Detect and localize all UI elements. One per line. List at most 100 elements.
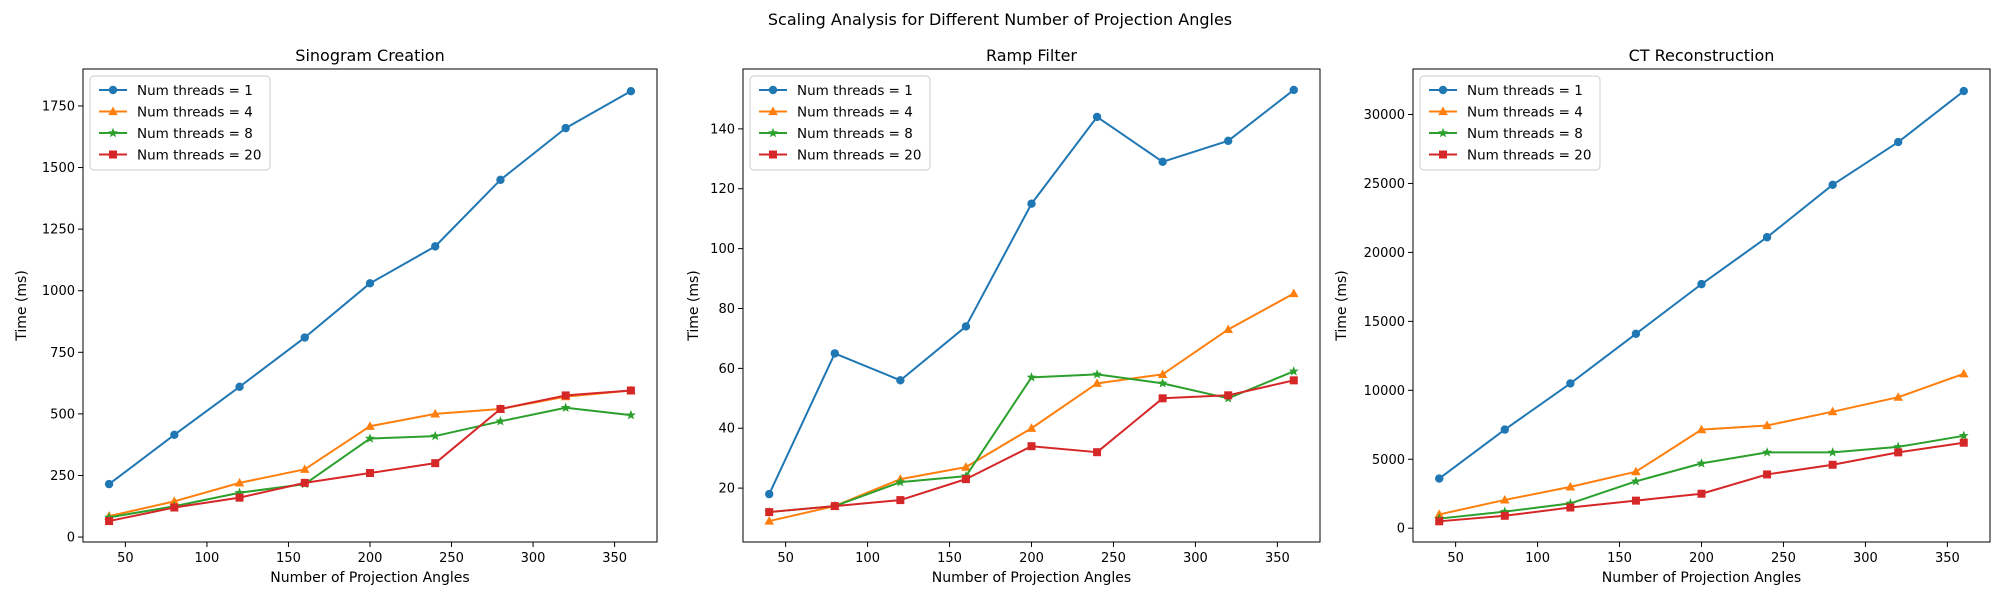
data-point [234, 487, 245, 497]
data-point [496, 175, 505, 185]
data-point [1631, 496, 1640, 505]
legend-marker [1438, 85, 1448, 95]
data-point [299, 464, 310, 473]
legend: Num threads = 1 Num threads = 4 Num thread… [749, 75, 931, 171]
y-tick-label: 60 [718, 362, 735, 377]
legend-label: Num threads = 4 [797, 105, 913, 121]
data-point [561, 391, 570, 400]
y-tick-label: 1500 [42, 161, 75, 176]
y-tick-label: 100 [710, 242, 735, 257]
data-point [1959, 438, 1968, 447]
legend-marker [1438, 106, 1448, 116]
data-point [895, 476, 906, 487]
data-point [765, 489, 774, 499]
x-tick-label: 50 [117, 551, 134, 566]
data-point [626, 386, 635, 395]
data-point [961, 475, 970, 484]
data-point [1566, 379, 1575, 388]
legend-box [89, 75, 271, 171]
series-1 [765, 85, 1298, 499]
data-point [626, 86, 636, 96]
data-point [1435, 474, 1444, 483]
x-axis-label: Number of Projection Angles [932, 570, 1131, 586]
data-point [1224, 391, 1233, 400]
chart-panel-3: CT Reconstruction 50 100 150 200 250 300 350 Num… [1334, 46, 1991, 586]
data-point [365, 433, 375, 443]
y-tick-label: 0 [1397, 522, 1405, 537]
data-point [1762, 447, 1773, 457]
data-point [830, 502, 839, 511]
legend-label: Num threads = 20 [137, 148, 261, 164]
data-point [1565, 481, 1576, 491]
legend-marker [108, 127, 118, 138]
chart-panel-2: Ramp Filter 50 100 150 200 250 300 350 Number of… [686, 46, 1321, 586]
data-point [1499, 506, 1510, 516]
data-point [1158, 157, 1167, 167]
x-tick-label: 100 [855, 551, 880, 566]
x-axis-label: Number of Projection Angles [270, 570, 469, 586]
data-point [1893, 392, 1904, 401]
data-point [1158, 394, 1167, 403]
data-point [1893, 441, 1904, 452]
x-tick-label: 300 [1183, 551, 1208, 566]
x-tick-label: 250 [1101, 551, 1126, 566]
x-tick-label: 250 [439, 551, 464, 566]
y-tick-label: 30000 [1364, 108, 1405, 123]
data-point [1223, 324, 1234, 334]
legend-label: Num threads = 8 [1467, 126, 1583, 142]
y-axis: 20 40 60 80 100 120 140 Time (ms) [686, 122, 743, 497]
legend-marker [768, 106, 778, 116]
y-tick-label: 750 [50, 346, 75, 361]
x-tick-label: 150 [276, 551, 301, 566]
data-point [1828, 180, 1837, 190]
data-point [1092, 112, 1102, 122]
x-tick-label: 200 [1019, 551, 1044, 566]
data-point [235, 382, 244, 391]
data-point [1224, 136, 1233, 146]
data-point [1500, 425, 1509, 434]
x-tick-label: 100 [195, 551, 220, 566]
series-2 [764, 288, 1299, 525]
data-point [1762, 420, 1772, 430]
data-point [1828, 460, 1837, 469]
y-tick-label: 250 [50, 469, 75, 484]
series-4 [765, 376, 1298, 517]
y-tick-label: 500 [50, 407, 75, 422]
y-tick-label: 25000 [1364, 177, 1405, 192]
data-point [1288, 366, 1299, 376]
legend-label: Num threads = 20 [797, 148, 921, 164]
data-point [1630, 476, 1641, 486]
legend-marker [769, 150, 777, 159]
chart-title: Sinogram Creation [295, 46, 444, 65]
data-point [896, 496, 905, 505]
legend-label: Num threads = 8 [797, 126, 913, 142]
series-line [769, 370, 1295, 514]
data-point [1092, 378, 1102, 387]
data-point [431, 242, 440, 251]
y-axis: 0 250 500 750 1000 1250 1500 1750 Time (ms) [14, 99, 83, 546]
data-point [1631, 466, 1641, 476]
data-point [1894, 448, 1903, 457]
data-point [1026, 372, 1037, 382]
y-tick-label: 140 [710, 122, 735, 137]
legend: Num threads = 1 Num threads = 4 Num thread… [89, 75, 271, 171]
legend-marker [768, 85, 778, 95]
data-point [1027, 199, 1036, 208]
legend-label: Num threads = 1 [797, 83, 913, 99]
data-point [625, 409, 636, 420]
data-point [764, 516, 775, 525]
x-axis: 50 100 150 200 250 300 350 Number of Projection… [1447, 542, 1960, 586]
y-tick-label: 1000 [42, 284, 75, 299]
data-point [1762, 233, 1772, 242]
data-point [1435, 517, 1444, 526]
y-axis: 0 5000 10000 15000 20000 25000 30000 Time (ms) [1334, 108, 1413, 537]
data-point [496, 404, 505, 413]
x-tick-label: 250 [1771, 551, 1796, 566]
legend-marker [108, 85, 118, 95]
chart-panel-1: Sinogram Creation 50 100 150 200 250 300 350 Num… [14, 46, 658, 586]
data-point [1288, 288, 1299, 298]
legend-label: Num threads = 4 [137, 105, 253, 121]
data-point [430, 430, 441, 441]
legend-label: Num threads = 1 [1467, 83, 1583, 99]
